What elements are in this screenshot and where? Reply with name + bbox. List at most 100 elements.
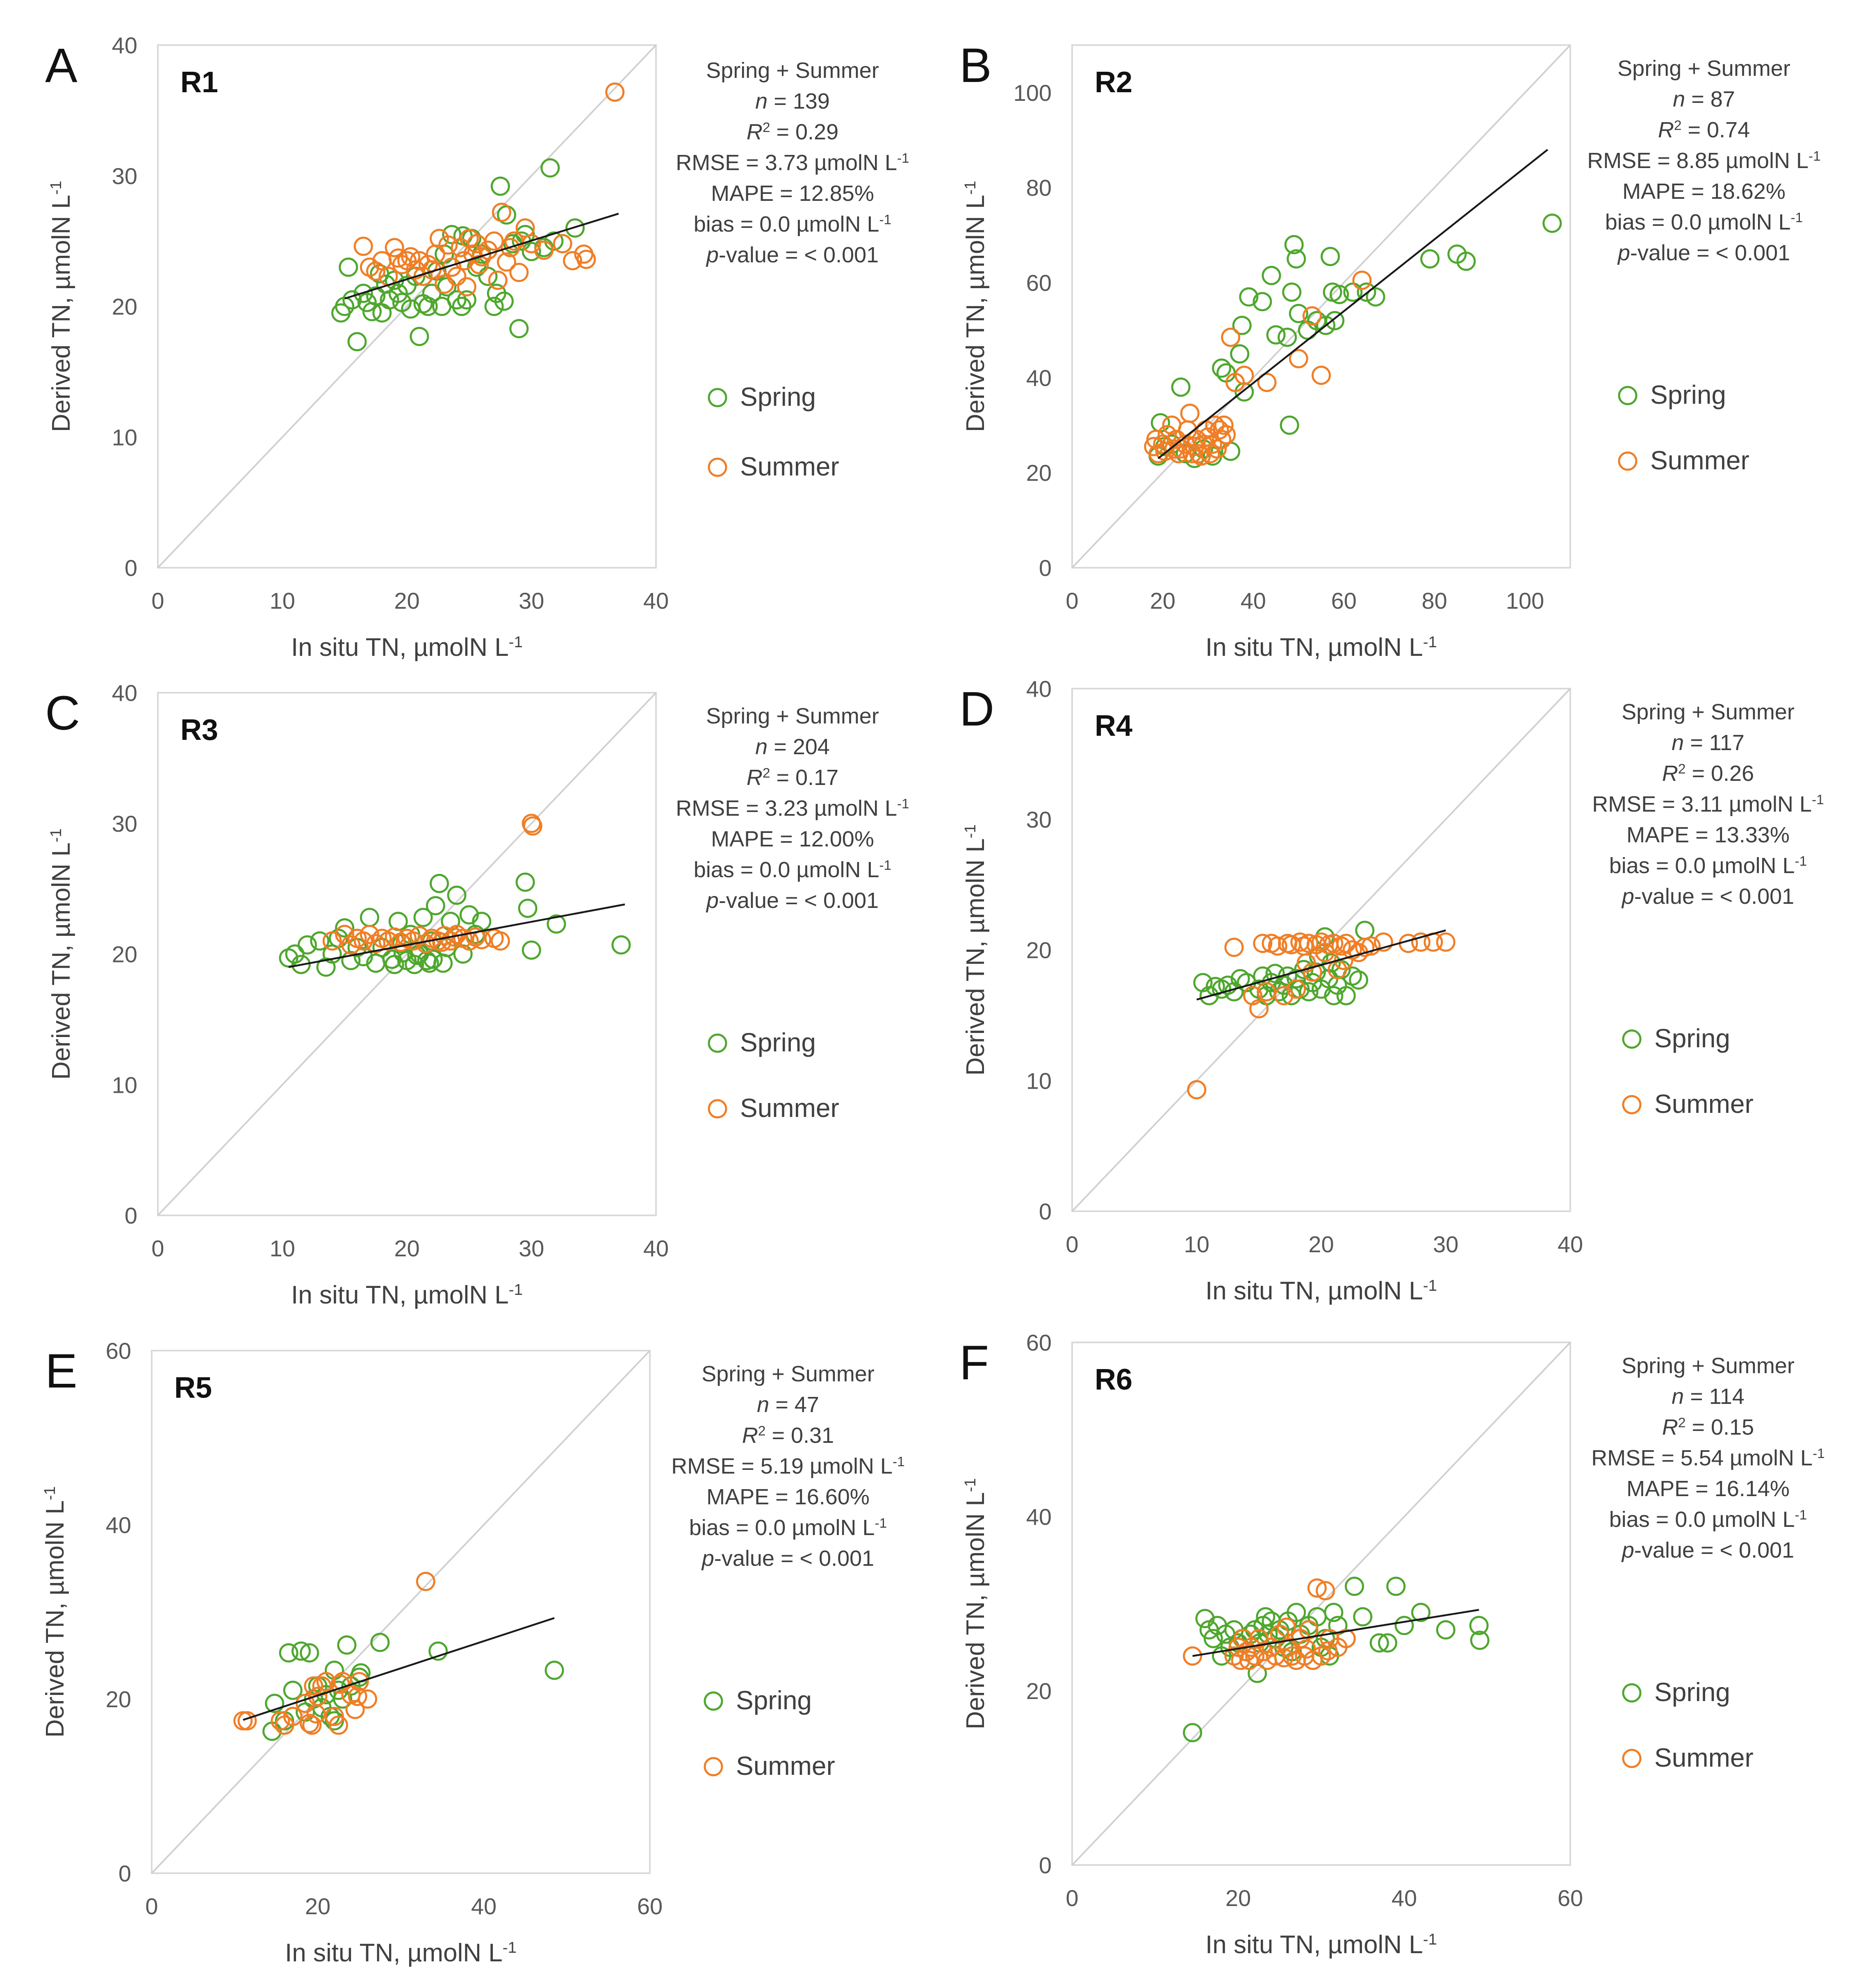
x-axis-title: In situ TN, µmolN L-1 xyxy=(1205,633,1437,662)
stats-line: bias = 0.0 µmolN L-1 xyxy=(1605,210,1803,234)
spring-point xyxy=(337,1635,357,1655)
summer-point xyxy=(345,1700,365,1719)
summer-point xyxy=(353,931,373,951)
summer-point xyxy=(385,238,404,257)
summer-point xyxy=(302,1715,322,1735)
x-tick-label: 0 xyxy=(1066,1231,1078,1257)
summer-point xyxy=(509,263,529,282)
stats-line: p-value = < 0.001 xyxy=(1621,1538,1794,1563)
summer-point xyxy=(358,1689,377,1709)
x-tick-label: 0 xyxy=(151,588,164,614)
summer-point xyxy=(1189,444,1209,464)
spring-point xyxy=(410,327,429,346)
summer-point xyxy=(534,240,554,260)
stats-line: n = 87 xyxy=(1673,87,1735,111)
region-label-d: R4 xyxy=(1095,710,1132,742)
y-axis-title: Derived TN, µmolN L-1 xyxy=(47,828,76,1080)
legend-marker-summer xyxy=(1622,1095,1642,1115)
spring-point xyxy=(1357,282,1376,302)
y-tick-label: 30 xyxy=(112,811,137,837)
summer-point xyxy=(490,931,510,951)
y-tick-label: 0 xyxy=(1039,1852,1052,1878)
summer-point xyxy=(441,931,460,951)
x-tick-label: 80 xyxy=(1421,588,1447,614)
spring-point xyxy=(1366,287,1385,307)
stats-line: Spring + Summer xyxy=(1622,700,1795,724)
spring-point xyxy=(452,297,471,316)
stats-line: MAPE = 12.00% xyxy=(711,827,874,851)
spring-point xyxy=(1212,358,1231,378)
spring-point xyxy=(490,176,510,196)
spring-point xyxy=(413,908,433,927)
x-tick-label: 30 xyxy=(519,1235,544,1261)
summer-point xyxy=(322,931,342,951)
spring-point xyxy=(522,940,541,960)
spring-point xyxy=(265,1694,285,1713)
spring-point xyxy=(366,286,386,306)
summer-point xyxy=(484,231,504,251)
x-tick-label: 20 xyxy=(394,1235,419,1261)
spring-point xyxy=(353,284,373,303)
y-tick-label: 20 xyxy=(1026,1678,1052,1704)
stats-line: R2 = 0.31 xyxy=(742,1423,834,1448)
spring-point xyxy=(370,1633,390,1652)
y-axis-title: Derived TN, µmolN L-1 xyxy=(41,1486,70,1738)
y-tick-label: 20 xyxy=(112,942,137,967)
spring-point xyxy=(447,885,467,905)
spring-point xyxy=(347,332,367,352)
panel-d: D R4 0 10 20 30 40 0 10 20 30 40 In situ TN, µmolN L… xyxy=(959,676,1824,1305)
spring-point xyxy=(515,872,535,892)
y-axis-title: Derived TN, µmolN L-1 xyxy=(961,181,990,432)
stats-line: n = 114 xyxy=(1672,1384,1745,1409)
stats-line: RMSE = 5.19 µmolN L-1 xyxy=(671,1454,905,1478)
stats-line: R2 = 0.15 xyxy=(1662,1415,1754,1440)
spring-point xyxy=(1394,1616,1414,1635)
spring-point xyxy=(1253,292,1272,312)
summer-point xyxy=(330,1674,350,1694)
spring-point xyxy=(1183,1723,1203,1742)
x-tick-label: 60 xyxy=(1558,1885,1583,1911)
summer-point xyxy=(1276,1617,1296,1637)
summer-point xyxy=(296,1694,315,1713)
summer-point xyxy=(1287,979,1306,999)
spring-point xyxy=(1287,1603,1306,1622)
summer-point xyxy=(349,1672,369,1691)
summer-point xyxy=(1166,430,1186,449)
summer-point xyxy=(335,925,355,944)
summer-point xyxy=(1224,937,1244,957)
summer-point xyxy=(463,244,483,264)
one-to-one-line xyxy=(157,44,657,569)
x-tick-label: 60 xyxy=(637,1893,663,1919)
spring-point xyxy=(1386,1576,1406,1596)
plot-area-f xyxy=(1071,1342,1571,1866)
summer-point xyxy=(432,933,452,952)
region-label-c: R3 xyxy=(180,714,218,746)
summer-point xyxy=(1253,934,1273,953)
spring-point xyxy=(339,257,358,277)
summer-point xyxy=(1268,936,1287,956)
summer-point xyxy=(1296,953,1316,973)
legend-marker-spring xyxy=(708,388,727,407)
spring-point xyxy=(1411,1603,1430,1622)
summer-point xyxy=(1373,932,1393,952)
spring-point xyxy=(437,277,457,297)
plot-area-d xyxy=(1071,688,1571,1212)
x-axis-title: In situ TN, µmolN L-1 xyxy=(1205,1931,1437,1959)
summer-point xyxy=(1239,1651,1259,1670)
legend-label-summer: Summer xyxy=(1650,446,1749,475)
spring-point xyxy=(429,873,449,893)
summer-point xyxy=(1312,366,1331,385)
region-label-e: R5 xyxy=(174,1372,212,1404)
panel-c: C R3 0 10 20 30 40 0 10 20 30 40 In situ TN, µmolN L… xyxy=(45,680,909,1309)
spring-point xyxy=(1316,316,1336,335)
spring-point xyxy=(1542,214,1562,233)
stats-line: RMSE = 5.54 µmolN L-1 xyxy=(1591,1446,1825,1470)
spring-point xyxy=(1232,316,1252,335)
summer-point xyxy=(1191,446,1211,466)
spring-point xyxy=(494,291,514,311)
legend-label-summer: Summer xyxy=(736,1751,835,1781)
spring-point xyxy=(518,898,538,918)
region-label-f: R6 xyxy=(1095,1363,1132,1396)
y-tick-label: 0 xyxy=(118,1861,131,1886)
x-tick-label: 60 xyxy=(1331,588,1357,614)
